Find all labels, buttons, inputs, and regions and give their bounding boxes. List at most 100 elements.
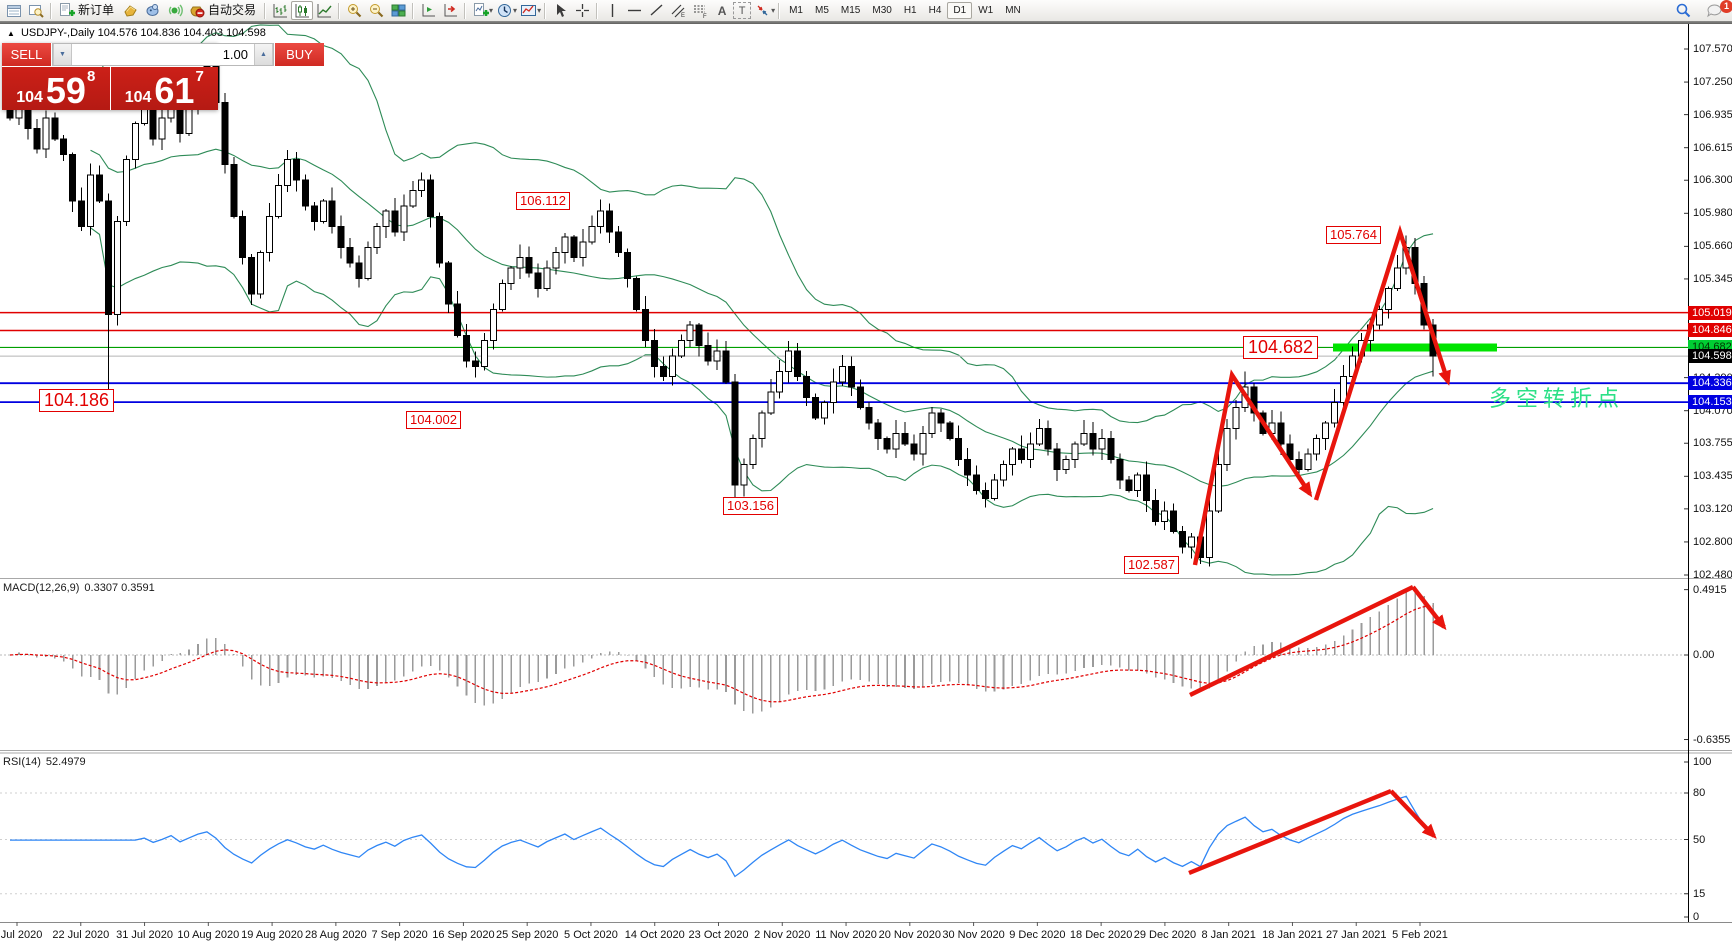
volume-input[interactable] (72, 44, 254, 65)
experts-icon[interactable] (141, 1, 163, 20)
metaeditor-icon[interactable] (119, 1, 141, 20)
date-axis-label: 9 Dec 2020 (1009, 929, 1066, 941)
price-tick-label: 107.570 (1693, 43, 1732, 55)
profiles-icon[interactable] (25, 1, 47, 20)
price-tag: 104.846 (1688, 323, 1732, 338)
search-icon[interactable] (1672, 1, 1694, 20)
chart-symbol-title: USDJPY-,Daily (20, 27, 95, 39)
new-order-icon[interactable] (55, 1, 77, 20)
price-callout[interactable]: 103.156 (723, 497, 778, 515)
templates-icon[interactable] (517, 1, 539, 20)
zoom-in-icon[interactable] (343, 1, 365, 20)
volume-increase-button[interactable]: ▲ (254, 44, 273, 65)
turning-point-annotation[interactable]: 多空转折点 (1489, 386, 1625, 411)
price-tick-label: 106.935 (1693, 108, 1732, 121)
toolbar-separator (50, 2, 52, 19)
svg-text:E: E (681, 13, 685, 19)
macd-axis-label: -0.6355 (1693, 733, 1731, 746)
macd-axis-label: 0.4915 (1693, 583, 1727, 596)
toolbar-separator (264, 2, 267, 19)
arrows-tool-icon[interactable] (751, 1, 773, 20)
chart-shift-icon[interactable] (439, 1, 461, 20)
date-axis-label: 3 Jul 2020 (0, 929, 43, 941)
timeframe-w1[interactable]: W1 (978, 5, 994, 16)
crosshair-icon[interactable] (571, 1, 593, 20)
price-tick-label: 105.980 (1693, 207, 1732, 220)
periods-dropdown-icon[interactable]: ▾ (513, 6, 518, 15)
volume-decrease-button[interactable]: ▼ (53, 44, 72, 65)
line-chart-type-icon[interactable] (313, 1, 335, 20)
date-axis-label: 18 Jan 2021 (1262, 929, 1323, 941)
price-tick-label: 103.755 (1693, 437, 1732, 450)
timeframe-m5[interactable]: M5 (815, 5, 829, 16)
tile-windows-icon[interactable] (387, 1, 409, 20)
toolbar-separator (596, 2, 599, 19)
trendline-tool-icon[interactable] (645, 1, 667, 20)
price-callout[interactable]: 104.186 (39, 389, 115, 412)
timeframe-mn[interactable]: MN (1005, 5, 1021, 16)
price-tick-label: 102.800 (1693, 535, 1732, 548)
rsi-axis-label: 80 (1693, 787, 1706, 799)
indicators-icon[interactable] (469, 1, 491, 20)
price-callout[interactable]: 105.764 (1326, 226, 1381, 244)
buy-price-display[interactable]: 104 61 7 (110, 67, 218, 110)
price-callout[interactable]: 102.587 (1124, 556, 1179, 574)
price-tag: 104.336 (1688, 376, 1732, 391)
text-tool-icon[interactable]: A (717, 3, 727, 18)
price-tick-label: 103.435 (1693, 470, 1732, 483)
notifications-icon[interactable]: 1 (1704, 0, 1732, 20)
price-tick-label: 107.250 (1693, 76, 1732, 89)
rsi-axis-label: 100 (1693, 756, 1712, 768)
price-callout[interactable]: 104.682 (1243, 336, 1319, 359)
date-axis-label: 8 Jan 2021 (1201, 929, 1256, 941)
date-axis-label: 20 Nov 2020 (878, 929, 942, 941)
fibonacci-tool-icon[interactable]: F (689, 1, 711, 20)
cursor-icon[interactable] (549, 1, 571, 20)
price-tick-label: 105.345 (1693, 272, 1732, 285)
arrows-dropdown-icon[interactable]: ▾ (771, 6, 776, 15)
autotrade-icon[interactable] (185, 1, 207, 20)
candle-chart-type-icon[interactable] (291, 1, 314, 20)
toolbar-separator (464, 2, 467, 19)
date-axis-label: 29 Dec 2020 (1133, 929, 1197, 941)
buy-button[interactable]: BUY (275, 43, 324, 66)
templates-dropdown-icon[interactable]: ▾ (537, 6, 542, 15)
label-tool-icon[interactable]: T (733, 2, 752, 19)
new-chart-icon[interactable] (3, 1, 25, 20)
signals-icon[interactable] (163, 1, 185, 20)
toolbar-separator (412, 2, 415, 19)
one-click-trading-panel: SELL ▼ ▲ BUY 104 59 8 104 61 7 (2, 43, 324, 110)
price-callout[interactable]: 106.112 (516, 192, 571, 210)
indicators-dropdown-icon[interactable]: ▾ (489, 6, 494, 15)
timeframe-m30[interactable]: M30 (872, 5, 892, 16)
vertical-line-tool-icon[interactable] (601, 1, 623, 20)
timeframe-m15[interactable]: M15 (840, 5, 861, 16)
autotrade-label[interactable]: 自动交易 (208, 3, 257, 17)
bar-chart-type-icon[interactable] (269, 1, 291, 20)
timeframe-d1[interactable]: D1 (947, 2, 973, 19)
chart-header: ▲ USDJPY-,Daily 104.576 104.836 104.403 … (7, 27, 266, 39)
toolbar-separator (544, 2, 547, 19)
timeframe-h4[interactable]: H4 (928, 5, 942, 16)
rsi-axis-label: 0 (1693, 911, 1700, 923)
zoom-out-icon[interactable] (365, 1, 387, 20)
price-tick-label: 102.480 (1693, 569, 1732, 581)
price-tick-label: 106.615 (1693, 141, 1732, 154)
new-order-label[interactable]: 新订单 (78, 3, 115, 17)
notification-badge: 1 (1720, 0, 1732, 13)
rsi-indicator-label: RSI(14) 52.4979 (3, 756, 86, 768)
timeframe-m1[interactable]: M1 (789, 5, 803, 16)
sell-button[interactable]: SELL (2, 43, 51, 66)
periods-icon[interactable] (493, 1, 515, 20)
toolbar: 新订单 自动交易 (0, 0, 1732, 21)
date-axis-label: 11 Nov 2020 (815, 929, 877, 941)
channel-tool-icon[interactable]: E (667, 1, 689, 20)
price-callout[interactable]: 104.002 (406, 411, 461, 429)
date-axis-label: 16 Sep 2020 (432, 929, 495, 941)
timeframe-h1[interactable]: H1 (903, 5, 917, 16)
price-tag: 104.598 (1688, 349, 1732, 364)
horizontal-line-tool-icon[interactable] (623, 1, 645, 20)
sell-price-display[interactable]: 104 59 8 (2, 67, 110, 110)
autoscroll-icon[interactable] (417, 1, 439, 20)
